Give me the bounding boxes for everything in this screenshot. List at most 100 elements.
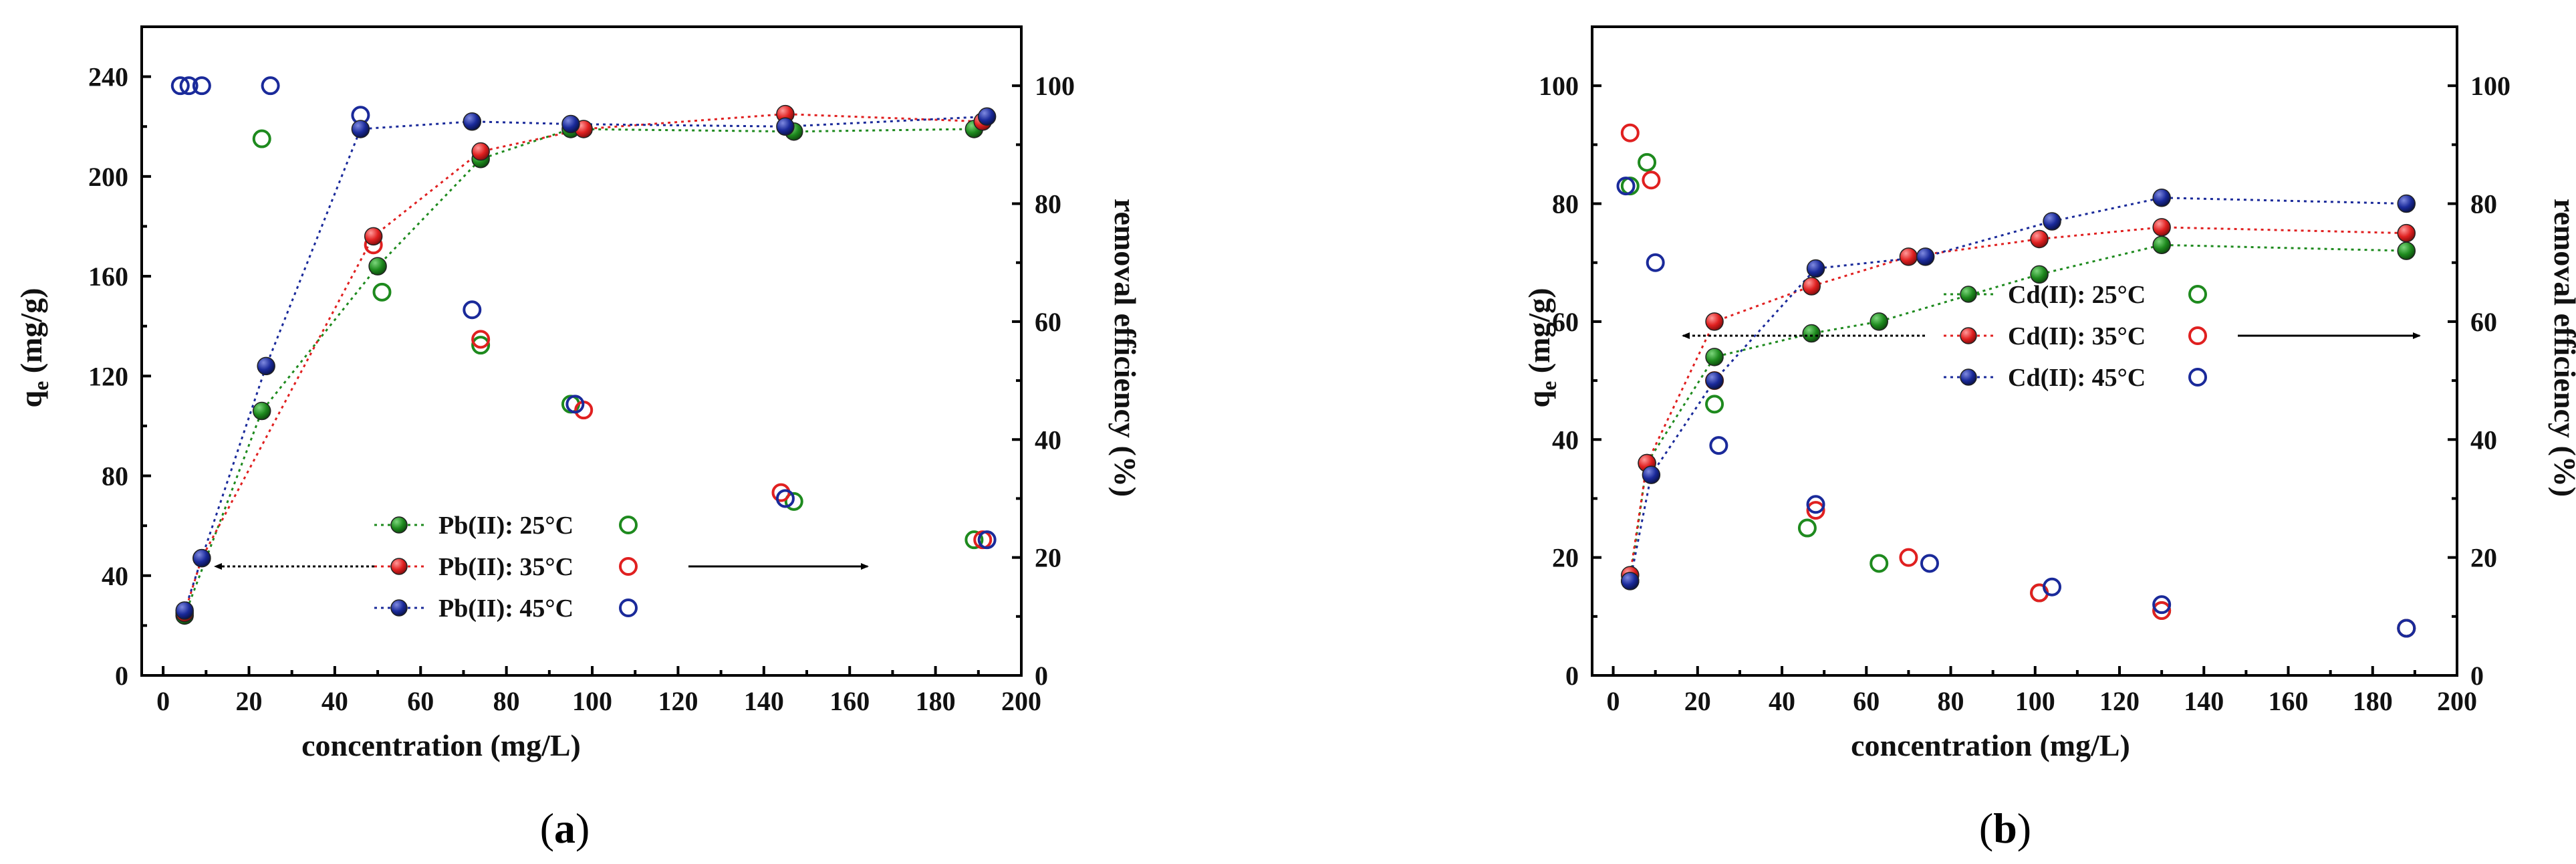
panel-b-series-1-qe-line	[1629, 226, 2407, 576]
panel-b-series-1-removal-point	[2152, 601, 2172, 620]
panel-b-y2-tick-label: 80	[2470, 189, 2497, 219]
panel-a-y2-axis-title: removal efficiency (%)	[1108, 199, 1142, 497]
panel-b-y2-tick-label: 60	[2470, 307, 2497, 337]
panel-b-series-2-removal-point	[2397, 619, 2416, 638]
panel-a-series-2-qe-point	[192, 548, 211, 568]
panel-a-x-tick-label: 0	[156, 686, 170, 716]
panel-b-x-tick-label: 100	[2015, 686, 2055, 716]
panel-b-series-0-qe-point	[1870, 312, 1888, 331]
panel-b-series-1-qe-point	[1705, 312, 1724, 331]
panel-b-y2-tick-label: 0	[2470, 661, 2484, 691]
panel-a-series-2-removal-point	[170, 76, 190, 96]
panel-a-y-tick-label: 0	[115, 661, 128, 691]
panel-b-label-open: (	[1979, 804, 1993, 852]
panel-b-series-2-removal-point	[1806, 495, 1825, 514]
panel-a-series-0-qe-line	[183, 128, 975, 616]
panel-b-series-2-qe-point	[1621, 572, 1640, 590]
panel-a-x-tick-label: 180	[916, 686, 956, 716]
panel-b-x-tick-label: 140	[2184, 686, 2224, 716]
panel-b-series-0-removal-point	[1638, 152, 1657, 172]
panel-b-legend-0-filled-marker	[1960, 286, 1977, 303]
panel-b-series-2-qe-point	[1705, 371, 1724, 390]
panel-a-series-2-qe-point	[776, 117, 795, 136]
panel-b-series-2-qe-point	[2397, 194, 2416, 213]
panel-a-legend-0-hollow-marker	[619, 516, 638, 534]
panel-a-y-tick-label: 160	[88, 261, 128, 292]
panel-a-series-2-removal-point	[463, 300, 482, 320]
panel-a-y2-tick-label: 40	[1035, 425, 1061, 455]
panel-b-series-1-removal-point	[1620, 123, 1640, 142]
panel-b-y2-tick-label: 100	[2470, 71, 2510, 101]
panel-b-y-axis-title-rest: (mg/g)	[1522, 288, 1556, 381]
panel-b-series-2-qe-point	[2043, 212, 2061, 231]
panel-a-legend-1-filled-marker	[390, 558, 408, 575]
panel-a-series-0-removal-point	[964, 530, 984, 550]
panel-a-series-2-removal-point	[261, 76, 280, 96]
panel-b-series-2-removal-point	[2043, 577, 2062, 597]
panel-b-series-0-qe-point	[2397, 241, 2416, 260]
panel-b-x-tick-label: 120	[2099, 686, 2140, 716]
panel-b-y-tick-label: 60	[1552, 307, 1579, 337]
panel-a-y-tick-label: 40	[102, 561, 128, 591]
panel-a-chart: 0 20 40 60 80 100 120 140 160 180 2000408012016020…	[14, 25, 1142, 762]
panel-a-y-tick-label: 200	[88, 162, 128, 192]
panel-a-series-2-qe-point	[257, 356, 275, 376]
panel-a-series-2-qe-point	[977, 107, 997, 126]
panel-a-series-0-qe-point	[252, 401, 271, 421]
panel-a-y-tick-label: 120	[88, 361, 128, 391]
panel-b-y-tick-label: 0	[1565, 661, 1579, 691]
panel-a-series-0-removal-point	[252, 129, 271, 148]
panel-a-series-2-qe-point	[463, 112, 482, 131]
panel-a-y-axis-title: qe (mg/g)	[14, 288, 53, 407]
panel-a-x-tick-label: 140	[744, 686, 784, 716]
panel-b-y2-tick-label: 20	[2470, 543, 2497, 573]
panel-a-label-letter: a	[554, 804, 575, 852]
panel-b-series-2-qe-point	[1642, 465, 1661, 484]
panel-b-series-1-removal-point	[1899, 548, 1918, 567]
panel-b-series-2-removal-point	[1616, 177, 1636, 196]
panel-a-series-2-removal-point	[775, 489, 795, 508]
panel-a-x-tick-label: 100	[572, 686, 612, 716]
panel-b-x-tick-label: 40	[1769, 686, 1795, 716]
panel-b-series-0-qe-point	[2030, 265, 2049, 284]
panel-a-x-axis-title: concentration (mg/L)	[301, 728, 581, 762]
panel-a-series-2-qe-point	[351, 120, 370, 138]
panel-a-series-1-qe-point	[364, 227, 383, 246]
panel-a-series-2-qe-point	[561, 114, 580, 134]
panel-b-x-tick-label: 200	[2437, 686, 2477, 716]
panel-b-series-0-qe-point	[1705, 348, 1724, 366]
panel-b-x-tick-label: 20	[1684, 686, 1711, 716]
panel-b-series-1-qe-point	[1899, 247, 1918, 266]
panel-b-x-tick-label: 0	[1607, 686, 1620, 716]
panel-b-series-2-qe-point	[1806, 259, 1825, 278]
panel-a-series-1-removal-point	[471, 330, 491, 349]
panel-a-legend-0-label: Pb(II): 25°C	[438, 512, 573, 540]
panel-a-legend-2-hollow-marker	[619, 599, 638, 617]
panel-a-y-axis-title-sub: e	[29, 381, 53, 391]
panel-b-y-axis-title-sub: e	[1537, 381, 1561, 391]
panel-b-y2-tick-label: 40	[2470, 425, 2497, 455]
panel-a-x-tick-label: 120	[658, 686, 698, 716]
panel-a-legend-1-label: Pb(II): 35°C	[438, 553, 573, 581]
panel-a-series-2-qe-line	[183, 115, 987, 611]
panel-b-legend-1-filled-marker	[1960, 327, 1977, 344]
panel-a-y2-tick-label: 100	[1035, 71, 1075, 101]
panel-a-y2-tick-label: 80	[1035, 189, 1061, 219]
panel-b-legend-0-label: Cd(II): 25°C	[2008, 281, 2146, 309]
panel-a-label: (a)	[540, 804, 590, 852]
panel-b-y2-axis-title: removal efficiency (%)	[2548, 199, 2576, 497]
panel-b-series-2-qe-line	[1629, 197, 2407, 582]
panel-a-y-tick-label: 80	[102, 461, 128, 492]
panel-b-series-2-removal-point	[2152, 595, 2172, 615]
panel-a-series-0-removal-point	[471, 336, 491, 355]
panel-b-x-tick-label: 180	[2353, 686, 2393, 716]
panel-b-y-tick-label: 100	[1539, 71, 1579, 101]
panel-a-series-2-removal-point	[179, 76, 199, 96]
panel-b-series-1-qe-point	[2397, 223, 2416, 243]
panel-a-x-tick-label: 200	[1001, 686, 1041, 716]
panel-a-label-open: (	[540, 804, 554, 852]
panel-b-x-tick-label: 60	[1853, 686, 1880, 716]
panel-a-series-0-removal-point	[784, 492, 803, 511]
panel-b-legend-2-label: Cd(II): 45°C	[2008, 364, 2146, 392]
